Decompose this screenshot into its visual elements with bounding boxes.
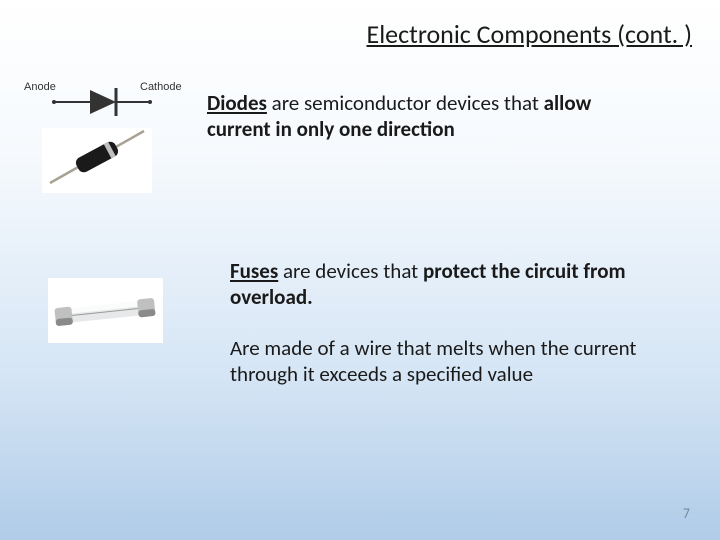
anode-label: Anode	[24, 81, 56, 93]
anode-terminal	[52, 100, 56, 104]
fuse-photo-graphic	[48, 278, 163, 343]
cathode-label: Cathode	[140, 81, 182, 93]
fuse-term: Fuses	[230, 258, 278, 284]
fuse-text1-plain: are devices that	[278, 258, 423, 284]
diode-term: Diodes	[207, 90, 267, 116]
diode-symbol-graphic: Anode Cathode	[18, 78, 183, 120]
slide-title: Electronic Components (cont. )	[367, 18, 692, 50]
page-number: 7	[683, 505, 690, 522]
diode-description: Diodes are semiconductor devices that al…	[207, 90, 657, 143]
diode-text-plain: are semiconductor devices that	[267, 90, 544, 116]
fuse-description-2: Are made of a wire that melts when the c…	[230, 335, 650, 388]
cathode-terminal	[148, 100, 152, 104]
diode-triangle	[90, 90, 116, 114]
diode-photo-graphic	[42, 128, 152, 193]
fuse-description-1: Fuses are devices that protect the circu…	[230, 258, 660, 311]
